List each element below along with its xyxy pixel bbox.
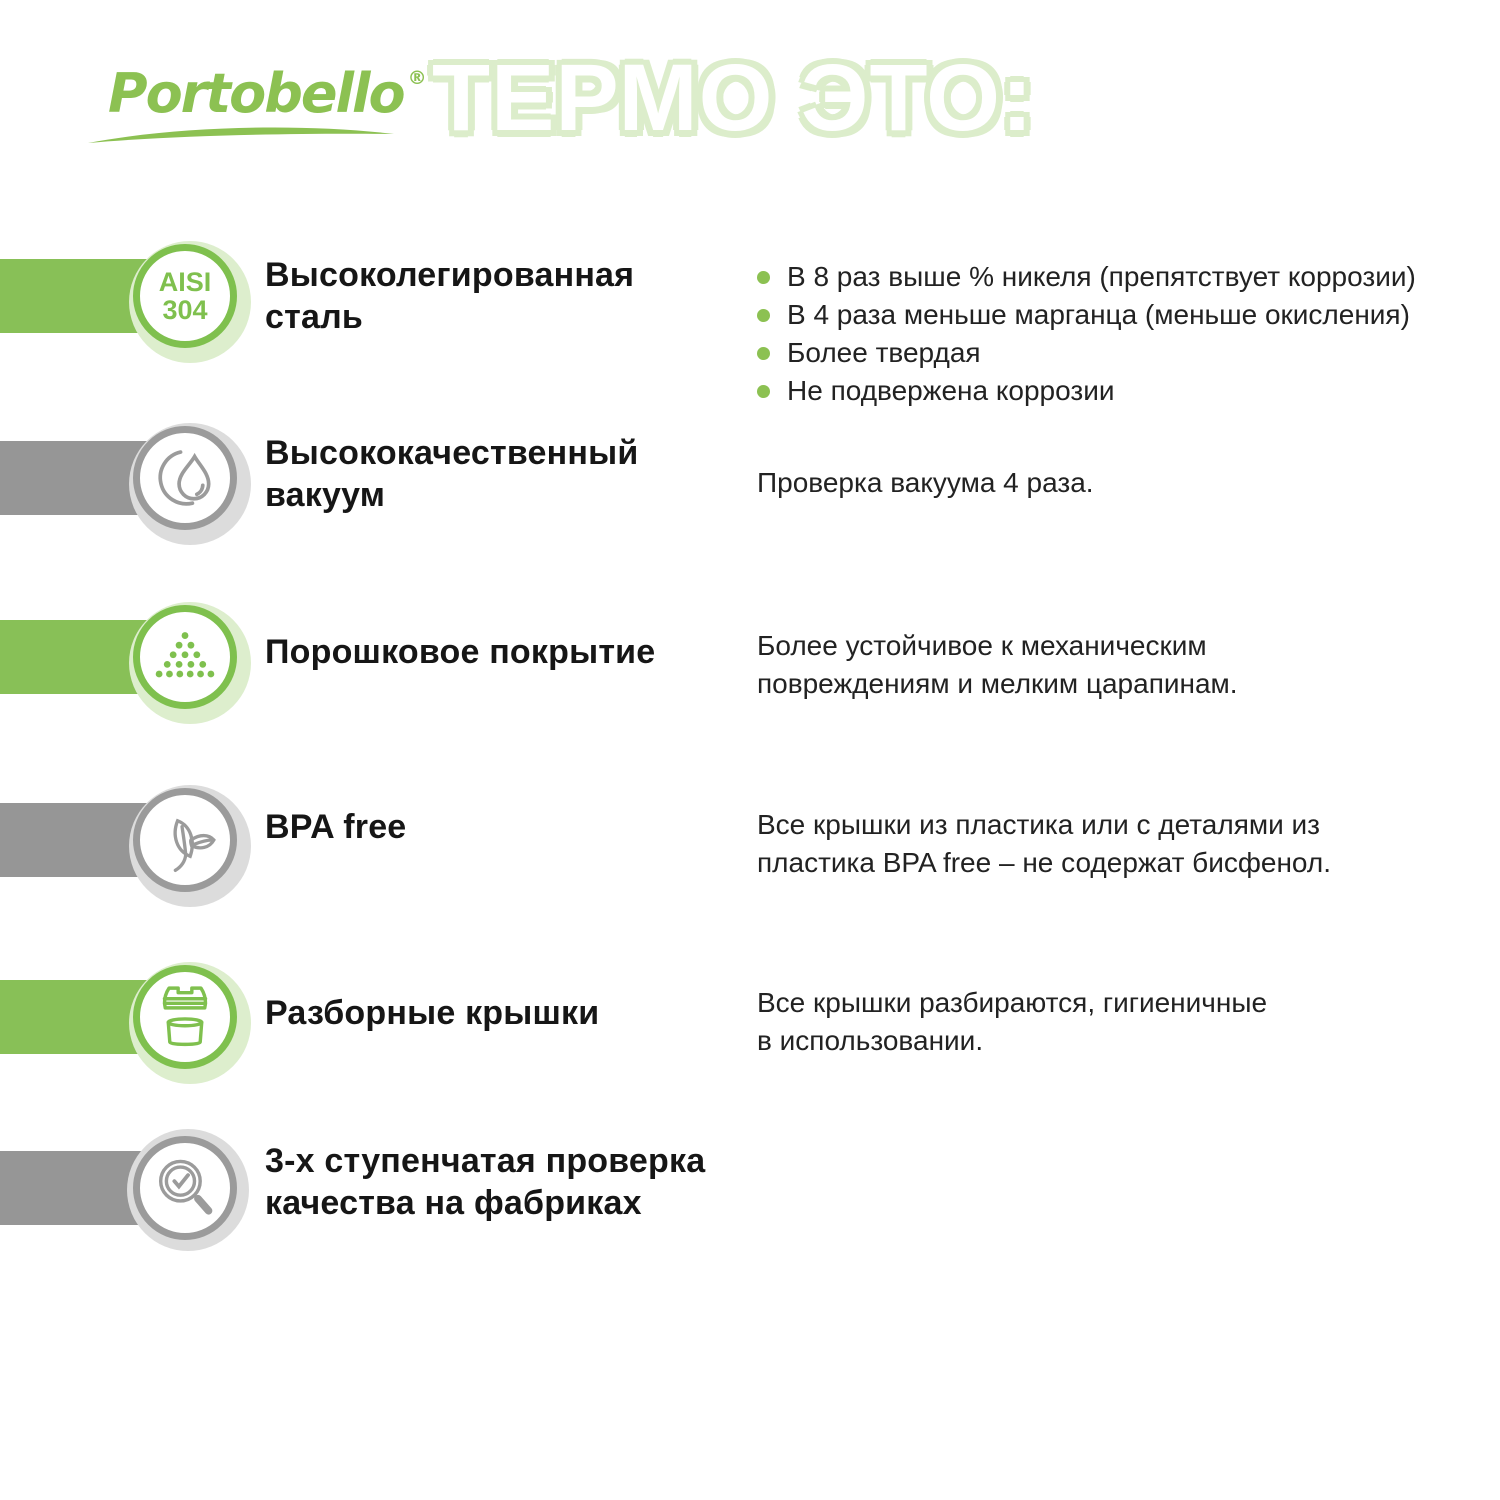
bullet-text: Более твердая	[787, 337, 981, 368]
feature-description: Все крышки из пластика или с деталями из…	[757, 809, 1331, 878]
registered-mark: ®	[407, 67, 427, 89]
brand-logo-text: Portobello	[108, 62, 406, 125]
bullet-list: В 8 раз выше % никеля (препятствует корр…	[757, 258, 1497, 410]
feature-description: Проверка вакуума 4 раза.	[757, 467, 1094, 498]
bullet-item: Более твердая	[757, 334, 1497, 372]
bullet-text: В 8 раз выше % никеля (препятствует корр…	[787, 261, 1416, 292]
bullet-dot-icon	[757, 384, 770, 398]
badge-circle	[133, 788, 237, 892]
feature-title: Высоколегированная сталь	[265, 256, 635, 336]
feature-title: 3-х ступенчатая проверка качества на фаб…	[265, 1142, 706, 1222]
bullet-text: Не подвержена коррозии	[787, 375, 1115, 406]
bullet-item: Не подвержена коррозии	[757, 372, 1497, 410]
feature-description: Все крышки разбираются, гигиеничные в ис…	[757, 987, 1268, 1056]
feature-title: BPA free	[265, 808, 407, 846]
feature-title: Порошковое покрытие	[265, 633, 656, 671]
badge-circle: AISI 304	[133, 244, 237, 348]
badge-circle	[133, 1136, 237, 1240]
feature-title: Высококачественный вакуум	[265, 434, 639, 514]
magnifier-check-icon	[158, 1159, 213, 1215]
leaves-icon	[173, 818, 216, 873]
feature-description: Более устойчивое к механическим поврежде…	[757, 630, 1238, 699]
aisi-304-badge: AISI 304	[158, 267, 212, 325]
logo-swoosh	[88, 127, 394, 143]
brand-logo: Portobello ®	[108, 62, 427, 125]
page-title: ТЕРМО ЭТО:	[430, 43, 1035, 153]
bullet-item: В 4 раза меньше марганца (меньше окислен…	[757, 296, 1497, 334]
feature-title: Разборные крышки	[265, 994, 600, 1032]
water-drop-icon	[158, 450, 211, 506]
lid-icon	[162, 986, 208, 1047]
bullet-dot-icon	[757, 308, 770, 322]
bullet-dot-icon	[757, 270, 770, 284]
powder-dots-icon	[155, 632, 215, 678]
badge-circle	[133, 965, 237, 1069]
bullet-item: В 8 раз выше % никеля (препятствует корр…	[757, 258, 1497, 296]
badge-circle	[133, 426, 237, 530]
bullet-text: В 4 раза меньше марганца (меньше окислен…	[787, 299, 1410, 330]
bullet-dot-icon	[757, 346, 770, 360]
badge-circle	[133, 605, 237, 709]
